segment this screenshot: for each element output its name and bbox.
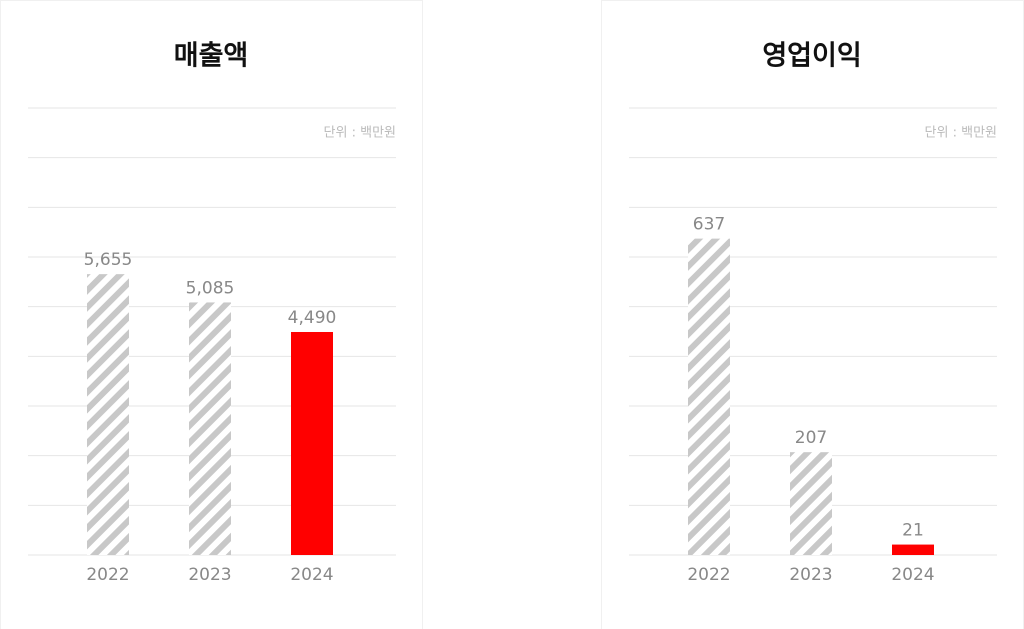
value-label: 4,490 — [288, 308, 337, 328]
x-tick-label: 2024 — [290, 565, 333, 585]
bar — [790, 452, 832, 555]
x-tick-label: 2023 — [789, 565, 832, 585]
chart-title: 매출액 — [174, 41, 249, 72]
bar — [189, 302, 231, 555]
bar — [87, 274, 129, 555]
unit-label: 단위 : 백만원 — [925, 126, 997, 141]
value-label: 5,085 — [186, 278, 235, 298]
value-label: 5,655 — [84, 250, 133, 270]
value-label: 207 — [795, 428, 827, 448]
chart-title: 영업이익 — [762, 41, 861, 72]
bar — [892, 544, 934, 555]
value-label: 21 — [902, 521, 924, 541]
x-tick-label: 2022 — [86, 565, 129, 585]
unit-label: 단위 : 백만원 — [324, 126, 396, 141]
bar — [688, 238, 730, 555]
x-tick-label: 2022 — [687, 565, 730, 585]
bar — [291, 331, 333, 555]
x-tick-label: 2024 — [891, 565, 934, 585]
value-label: 637 — [693, 215, 725, 235]
x-tick-label: 2023 — [188, 565, 231, 585]
